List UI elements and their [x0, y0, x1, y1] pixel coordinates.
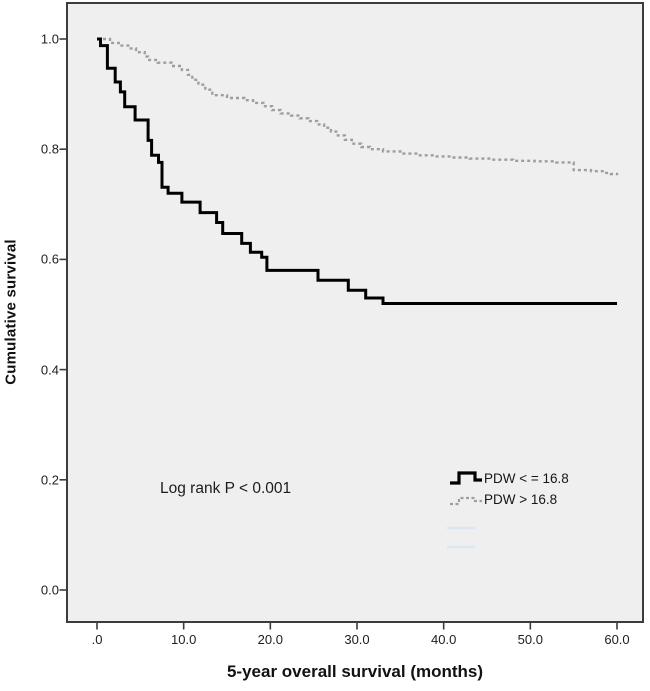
plot-area-border [66, 2, 644, 623]
plot-area-background [67, 3, 643, 622]
km-curve-pdw-gt-16.8 [97, 37, 619, 176]
legend-row-dotted: PDW > 16.8 [449, 489, 569, 510]
x-tick-label: 40.0 [431, 632, 457, 647]
legend-row-solid: PDW < = 16.8 [449, 468, 569, 489]
dotted-step-line-icon [450, 496, 482, 505]
km-curve-pdw-le-16.8 [97, 37, 617, 305]
x-tick-label: 30.0 [344, 632, 370, 647]
y-tick-label: 0.0 [40, 582, 59, 598]
x-tick-label: 60.0 [604, 632, 630, 647]
x-tick-label: 10.0 [171, 632, 197, 647]
faint-legend-artifacts [447, 526, 475, 549]
axis-tick-marks [59, 38, 618, 630]
y-axis-title: Cumulative survival [2, 239, 20, 385]
x-axis-title: 5-year overall survival (months) [226, 662, 484, 681]
y-tick-label: 1.0 [40, 31, 59, 47]
x-tick-label: 50.0 [517, 632, 543, 647]
legend-label-solid: PDW < = 16.8 [484, 471, 569, 486]
x-tick-label: 20.0 [257, 632, 283, 647]
legend: PDW < = 16.8 PDW > 16.8 [449, 468, 569, 510]
solid-step-line-icon [450, 470, 482, 485]
x-tick-label: .0 [91, 632, 103, 647]
y-tick-label: 0.2 [40, 472, 59, 488]
legend-label-dotted: PDW > 16.8 [484, 492, 558, 507]
y-tick-label: 0.4 [40, 362, 59, 378]
y-tick-label: 0.6 [40, 251, 59, 267]
log-rank-annotation: Log rank P < 0.001 [160, 480, 292, 497]
y-tick-label: 0.8 [40, 141, 59, 157]
